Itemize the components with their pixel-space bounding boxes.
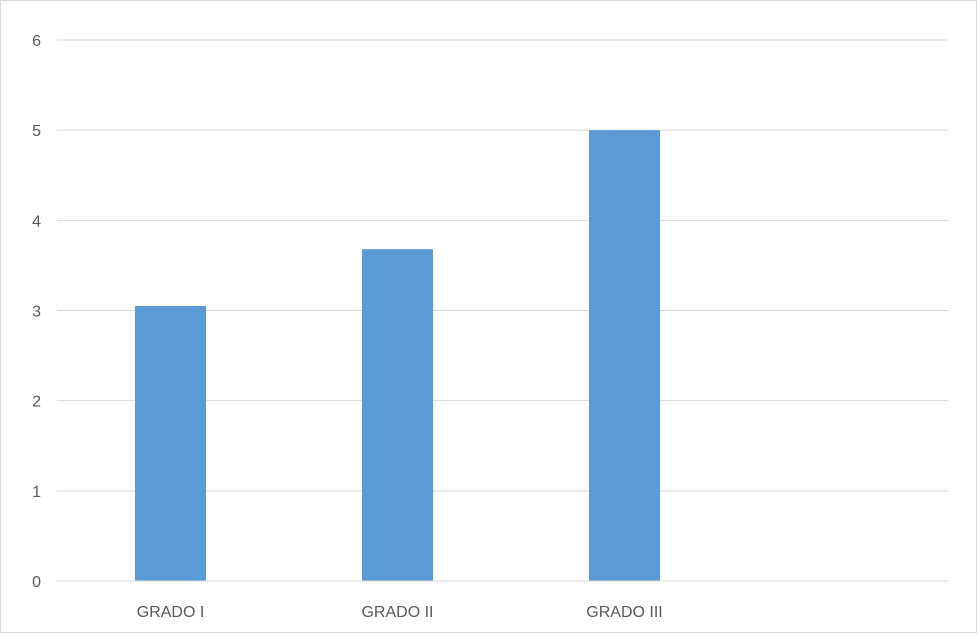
y-tick-label: 5 xyxy=(32,123,41,140)
bar-grado-i xyxy=(135,305,206,581)
x-tick-label: GRADO I xyxy=(137,604,205,621)
y-tick-label: 2 xyxy=(32,394,41,411)
bar-grado-iii xyxy=(589,130,660,581)
y-tick-label: 3 xyxy=(32,304,41,321)
y-tick-label: 0 xyxy=(32,574,41,591)
x-tick-label: GRADO II xyxy=(361,604,433,621)
bars xyxy=(135,130,660,582)
y-tick-labels: 0 1 2 3 4 5 6 xyxy=(32,33,41,591)
y-tick-label: 6 xyxy=(32,33,41,50)
y-tick-label: 1 xyxy=(32,484,41,501)
bar-grado-ii xyxy=(362,249,433,582)
x-tick-labels: GRADO I GRADO II GRADO III xyxy=(137,604,663,621)
x-tick-label: GRADO III xyxy=(586,604,662,621)
y-tick-label: 4 xyxy=(32,213,41,230)
